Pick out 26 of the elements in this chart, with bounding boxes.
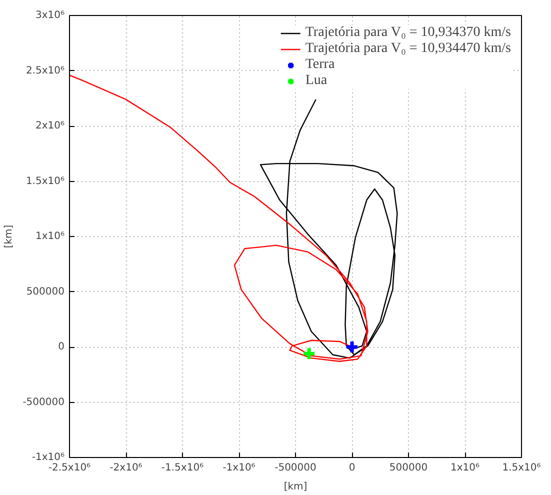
legend-label: Terra bbox=[305, 57, 335, 73]
x-tick-label: -2x10⁶ bbox=[110, 462, 142, 474]
y-tick-label: 500000 bbox=[26, 286, 65, 298]
y-tick-label: 1x10⁶ bbox=[35, 231, 64, 242]
x-tick-label: 1.5x10⁶ bbox=[502, 462, 541, 474]
legend-label: Lua bbox=[305, 73, 328, 89]
x-tick-label: 1x10⁶ bbox=[450, 462, 480, 474]
line-series bbox=[260, 98, 398, 359]
x-tick-label: -1.5x10⁶ bbox=[161, 462, 204, 474]
y-axis-title: [km] bbox=[4, 224, 15, 248]
y-tick-label: 0 bbox=[58, 342, 65, 352]
y-tick-label: -1x10⁶ bbox=[32, 452, 65, 463]
legend-label: Trajetória para V₀ = 10,934370 km/s bbox=[305, 25, 511, 41]
x-axis-title: [km] bbox=[284, 482, 308, 492]
x-tick-label: -500000 bbox=[274, 462, 316, 474]
x-tick-label: -2.5x10⁶ bbox=[48, 462, 91, 474]
y-tick-label: -500000 bbox=[22, 396, 65, 408]
y-tick-label: 1.5x10⁶ bbox=[26, 176, 65, 187]
y-tick-label: 3x10⁶ bbox=[35, 10, 64, 21]
y-tick-label: 2x10⁶ bbox=[35, 120, 64, 132]
x-tick-label: 0 bbox=[348, 462, 356, 474]
x-tick-label: -1x10⁶ bbox=[222, 462, 256, 474]
y-tick-label: 2.5x10⁶ bbox=[26, 65, 65, 76]
legend-label: Trajetória para V₀ = 10,934470 km/s bbox=[305, 41, 511, 57]
line-series bbox=[70, 74, 368, 362]
x-tick-label: 500000 bbox=[389, 462, 428, 474]
